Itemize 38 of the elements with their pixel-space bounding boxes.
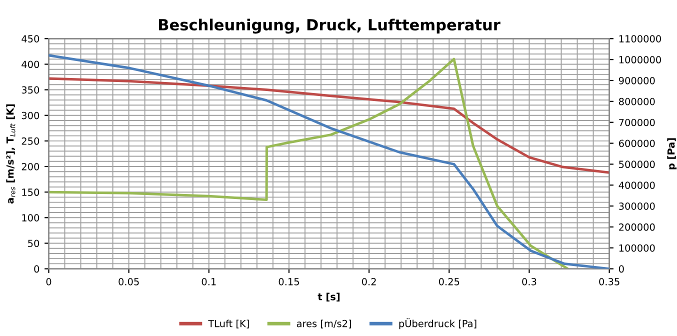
y2-tick-label: 200000 [619, 223, 655, 231]
x-tick-label: 0.25 [438, 278, 460, 286]
y2-tick-label: 1100000 [619, 35, 661, 42]
y2-tick-label: 300000 [619, 202, 655, 210]
x-tick-label: 0.15 [278, 278, 299, 286]
y2-tick-label: 800000 [618, 98, 655, 106]
y2-tick-label: 900000 [618, 76, 655, 84]
x-tick-label: 0.3 [522, 278, 536, 286]
x-tick-label: 0.35 [599, 278, 620, 286]
y2-tick-label: 400000 [618, 182, 655, 189]
y-tick-label: 300 [22, 112, 40, 120]
y-tick-label: 350 [22, 86, 40, 94]
y-tick-label: 200 [22, 162, 40, 170]
chart-title: Beschleunigung, Druck, Lufttemperatur [159, 18, 500, 34]
line-series [48, 77, 610, 174]
legend-label: ares [m/s2] [296, 320, 351, 328]
y2-tick-label: 100000 [619, 244, 655, 252]
y2-tick-label: 600000 [619, 140, 655, 148]
y2-tick-label: 1000000 [619, 56, 661, 64]
y-tick-label: 50 [28, 240, 40, 248]
x-axis-title: t [s] [318, 292, 340, 302]
y-tick-label: 250 [22, 137, 40, 145]
y-tick-label: 0 [34, 265, 40, 273]
x-tick-label: 0.1 [202, 278, 216, 286]
y-tick-label: 100 [22, 214, 40, 222]
y2-axis-title: p [Pa] [667, 138, 677, 170]
y-axis-title: a$_{res}$ [m/s²], T$_{Luft}$ [K] [6, 104, 16, 204]
legend-label: TLuft [K] [208, 320, 249, 328]
x-tick-label: 0 [46, 278, 52, 286]
x-tick-label: 0.2 [362, 278, 376, 286]
y2-tick-label: 500000 [619, 160, 655, 168]
x-tick-label: 0.05 [118, 278, 139, 286]
y2-tick-label: 0 [618, 265, 624, 273]
y-tick-label: 450 [22, 35, 40, 42]
y-tick-label: 400 [22, 60, 40, 68]
y2-tick-label: 700000 [619, 118, 655, 126]
y-tick-label: 150 [22, 188, 40, 196]
legend-label: pÜberdruck [Pa] [399, 318, 476, 330]
